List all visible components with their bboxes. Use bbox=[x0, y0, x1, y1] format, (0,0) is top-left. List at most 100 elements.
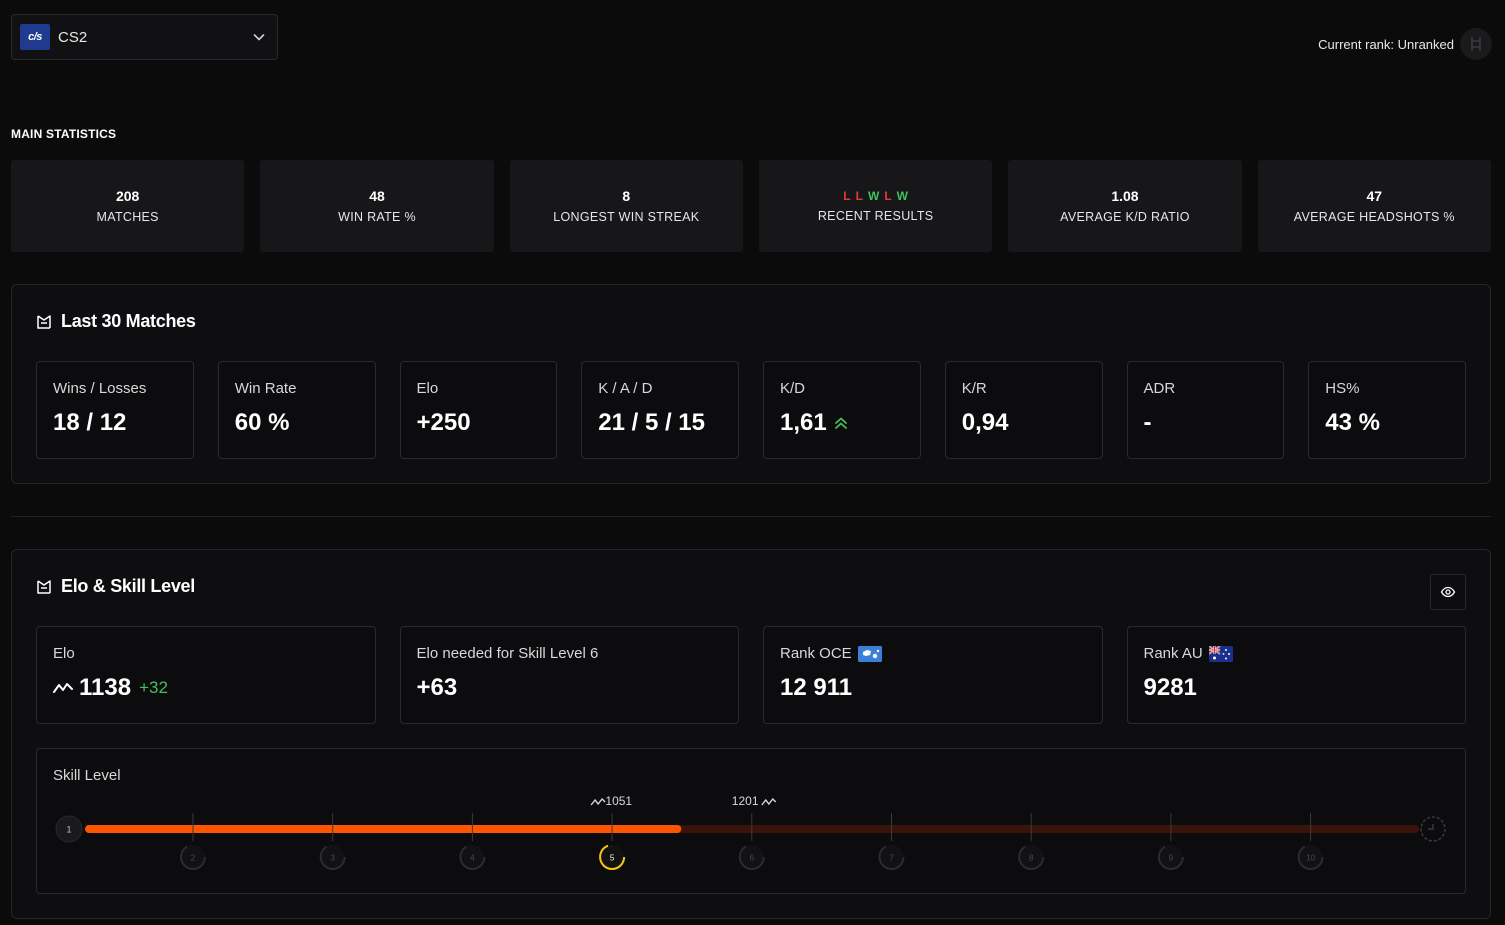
card-win-rate: Win Rate 60 % bbox=[217, 361, 376, 459]
card-elo: Elo +250 bbox=[399, 361, 558, 459]
skill-level-label: Skill Level bbox=[53, 767, 121, 784]
level-badge bbox=[180, 844, 206, 870]
stat-label: LONGEST WIN STREAK bbox=[553, 210, 700, 224]
rank-badge-icon bbox=[1460, 28, 1492, 60]
card-label: ADR bbox=[1143, 380, 1176, 397]
level-number: 6 bbox=[750, 854, 755, 863]
cs2-logo-icon: c/s bbox=[20, 24, 50, 50]
chevron-down-icon bbox=[253, 34, 265, 41]
level-badge bbox=[878, 844, 905, 870]
card-label: K/D bbox=[780, 380, 806, 397]
card-current-elo: Elo 1138 +32 bbox=[36, 626, 376, 724]
card-value: 18 / 12 bbox=[53, 409, 127, 436]
skill-level-card: Skill Level 1 2 3 4 5 6 7 8 9 10 1051 1201 bbox=[36, 748, 1466, 894]
stat-card-matches: 208 MATCHES bbox=[11, 160, 245, 252]
kd-value: 1,61 bbox=[780, 409, 827, 436]
double-chevron-up-icon bbox=[834, 417, 847, 429]
skill-progress-fill bbox=[85, 825, 682, 833]
card-value: 43 % bbox=[1325, 409, 1380, 436]
last-30-title: Last 30 Matches bbox=[61, 311, 196, 331]
oceania-flag-icon bbox=[857, 645, 882, 662]
section-divider bbox=[11, 516, 1491, 517]
level-badge bbox=[459, 844, 486, 870]
level-number: 7 bbox=[889, 854, 894, 863]
elo-skill-title: Elo & Skill Level bbox=[61, 576, 195, 596]
level-badge bbox=[738, 844, 765, 870]
card-value: 60 % bbox=[234, 409, 290, 436]
main-statistics-heading: MAIN STATISTICS bbox=[11, 127, 117, 141]
card-elo-needed: Elo needed for Skill Level 6 +63 bbox=[399, 626, 739, 724]
faceit-icon bbox=[37, 579, 51, 594]
card-label: Elo bbox=[53, 645, 75, 662]
stat-label: AVERAGE K/D RATIO bbox=[1060, 210, 1190, 224]
game-select-dropdown[interactable]: c/s CS2 bbox=[11, 14, 278, 60]
level-number: 3 bbox=[330, 854, 335, 863]
card-adr: ADR - bbox=[1126, 361, 1285, 459]
card-value: 21 / 5 / 15 bbox=[598, 409, 705, 436]
last-30-stats-row: Wins / Losses 18 / 12 Win Rate 60 % Elo … bbox=[36, 361, 1466, 459]
result-badge: L bbox=[855, 189, 863, 203]
card-label: K/R bbox=[961, 380, 987, 397]
stat-value: 48 bbox=[369, 188, 385, 204]
trend-icon bbox=[761, 797, 777, 806]
level-number: 9 bbox=[1169, 854, 1174, 863]
card-value: 1,61 bbox=[780, 409, 904, 437]
stat-label: MATCHES bbox=[96, 210, 159, 224]
result-badge: W bbox=[896, 189, 908, 203]
eye-icon bbox=[1440, 586, 1456, 598]
panel-title: Last 30 Matches bbox=[36, 311, 196, 332]
stat-value: 1.08 bbox=[1111, 188, 1139, 204]
level-1-badge bbox=[55, 815, 83, 843]
range-end-label: 1201 bbox=[732, 794, 759, 808]
rank-region-label: Rank OCE bbox=[780, 645, 852, 662]
result-badge: W bbox=[867, 189, 880, 203]
level-number: 5 bbox=[610, 854, 615, 863]
main-statistics-row: 208 MATCHES 48 WIN RATE % 8 LONGEST WIN … bbox=[11, 160, 1491, 252]
stat-value: 208 bbox=[115, 188, 140, 204]
level-badge bbox=[1297, 844, 1324, 870]
stat-card-avg-headshots: 47 AVERAGE HEADSHOTS % bbox=[1257, 160, 1491, 252]
card-label: Elo bbox=[416, 380, 439, 397]
trend-icon bbox=[53, 683, 73, 693]
level-number: 8 bbox=[1029, 854, 1034, 863]
level-badge bbox=[1018, 844, 1045, 870]
current-rank-text: Current rank: Unranked bbox=[1318, 36, 1454, 52]
current-rank: Current rank: Unranked bbox=[1318, 28, 1492, 60]
card-value: +250 bbox=[416, 409, 471, 436]
level-badge bbox=[1157, 844, 1184, 870]
stat-value: 47 bbox=[1366, 188, 1383, 204]
card-rank-region: Rank OCE 12 911 bbox=[763, 626, 1103, 724]
stat-card-avg-kd: 1.08 AVERAGE K/D RATIO bbox=[1008, 160, 1242, 252]
card-label: Win Rate bbox=[234, 380, 297, 397]
stat-value: 8 bbox=[622, 188, 631, 204]
elo-value: 1138 bbox=[79, 674, 132, 701]
rank-country-label: Rank AU bbox=[1143, 645, 1203, 662]
elo-delta: +32 bbox=[139, 678, 168, 697]
card-value: 0,94 bbox=[961, 409, 1009, 436]
game-name: CS2 bbox=[58, 28, 88, 46]
card-label: Wins / Losses bbox=[53, 380, 147, 397]
stat-card-longest-streak: 8 LONGEST WIN STREAK bbox=[509, 160, 743, 252]
faceit-icon bbox=[37, 314, 51, 329]
elo-skill-panel: Elo & Skill Level Elo 1138 +32 Elo neede… bbox=[11, 549, 1491, 919]
card-label: Rank AU bbox=[1144, 645, 1450, 662]
stat-label: RECENT RESULTS bbox=[817, 209, 934, 223]
skill-level-progress: 1 2 3 4 5 6 7 8 9 10 1051 1201 bbox=[55, 794, 1446, 870]
card-label: HS% bbox=[1325, 380, 1360, 397]
result-badge: L bbox=[884, 189, 892, 203]
level-badge bbox=[319, 844, 346, 870]
stat-card-win-rate: 48 WIN RATE % bbox=[260, 160, 494, 252]
level-number: 4 bbox=[470, 854, 475, 863]
range-start-label: 1051 bbox=[605, 794, 632, 808]
card-rank-country: Rank AU 9281 bbox=[1126, 626, 1466, 724]
card-label: Rank OCE bbox=[780, 645, 1086, 662]
card-value: 1138 +32 bbox=[53, 674, 359, 702]
stat-card-recent-results: L L W L W RECENT RESULTS bbox=[758, 160, 993, 252]
australia-flag-icon bbox=[1208, 645, 1233, 662]
recent-results: L L W L W bbox=[843, 189, 908, 203]
toggle-visibility-button[interactable] bbox=[1430, 574, 1466, 610]
stat-label: AVERAGE HEADSHOTS % bbox=[1293, 210, 1455, 224]
card-kad: K / A / D 21 / 5 / 15 bbox=[581, 361, 739, 459]
last-30-matches-panel: Last 30 Matches Wins / Losses 18 / 12 Wi… bbox=[11, 284, 1491, 484]
panel-title: Elo & Skill Level bbox=[36, 576, 195, 597]
